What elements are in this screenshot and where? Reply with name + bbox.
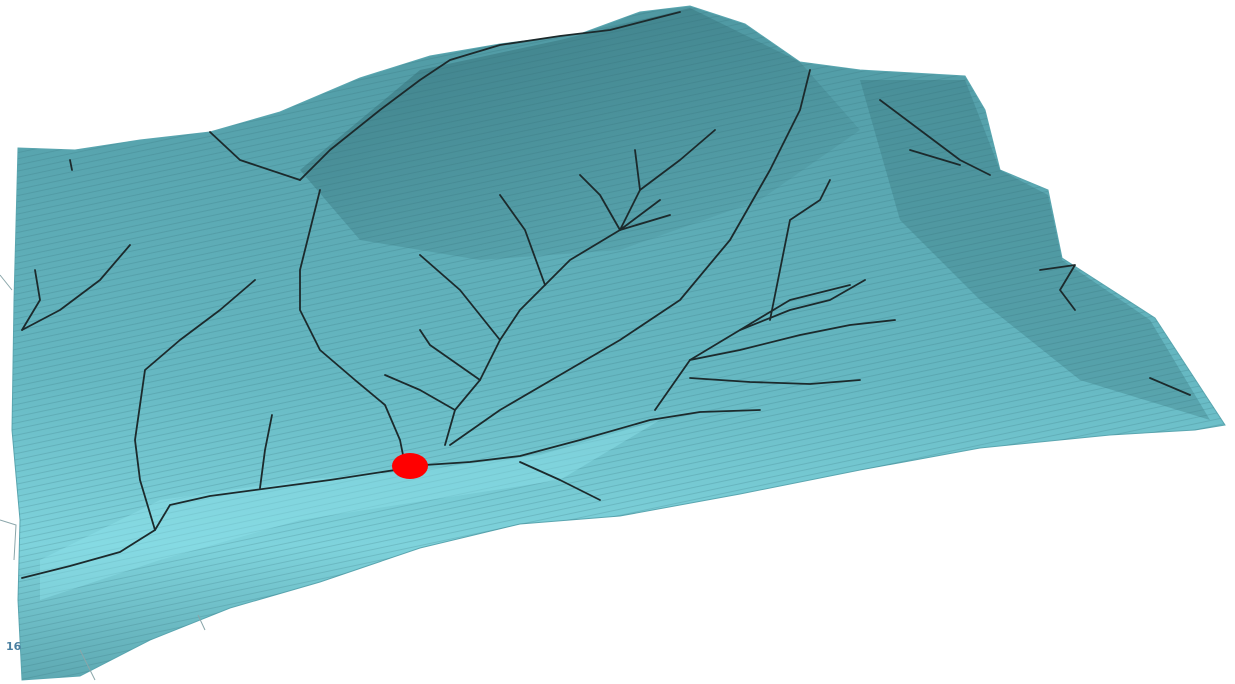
stream-mid-sub6 xyxy=(419,254,501,341)
stream-west-3b xyxy=(21,269,41,331)
stream-east-2 xyxy=(739,284,851,331)
stream-mid-sub3 xyxy=(579,174,621,231)
stream-mid-sub2 xyxy=(639,129,716,191)
stream-network xyxy=(21,11,1191,579)
stream-west-1 xyxy=(134,279,256,531)
stream-east-main xyxy=(449,69,811,446)
ridge-shading xyxy=(300,8,860,260)
stream-mid-sub8 xyxy=(384,374,456,411)
stream-south-branch xyxy=(519,461,601,501)
stream-ne-1 xyxy=(879,99,991,176)
outlet-marker-icon[interactable] xyxy=(392,453,428,479)
stream-ne-3 xyxy=(1039,264,1076,311)
stream-north-branch xyxy=(299,189,406,466)
stream-mid-branch xyxy=(444,199,661,446)
stream-west-ridge xyxy=(209,131,301,181)
main-channel xyxy=(21,409,761,579)
stream-west-3 xyxy=(21,244,131,331)
stream-ne-2 xyxy=(909,149,961,166)
stream-east-3 xyxy=(689,319,896,361)
edge-fragments xyxy=(0,274,206,681)
valley-floor-highlight xyxy=(40,420,660,600)
stream-mid-sub7 xyxy=(419,329,481,381)
corner-label: 16 xyxy=(6,640,22,653)
stream-west-edge xyxy=(69,159,73,171)
stream-mid-sub5 xyxy=(499,194,546,286)
stream-se-1 xyxy=(1149,377,1191,396)
stream-east-4 xyxy=(769,179,831,321)
stream-ridge xyxy=(299,11,681,181)
east-slope-shading xyxy=(860,80,1210,420)
stream-east-5 xyxy=(689,377,861,385)
stream-mid-sub4 xyxy=(619,214,671,231)
stream-west-2 xyxy=(259,414,273,489)
stream-east-1 xyxy=(654,279,866,411)
